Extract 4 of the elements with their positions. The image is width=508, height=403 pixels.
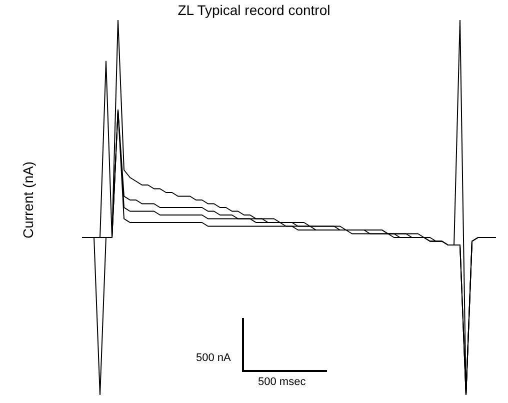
annotation: 500 nA bbox=[196, 352, 231, 364]
chart-title: ZL Typical record control bbox=[176, 2, 332, 18]
y-axis-title: Current (nA) bbox=[20, 161, 36, 239]
annotation: 500 msec bbox=[258, 376, 306, 388]
